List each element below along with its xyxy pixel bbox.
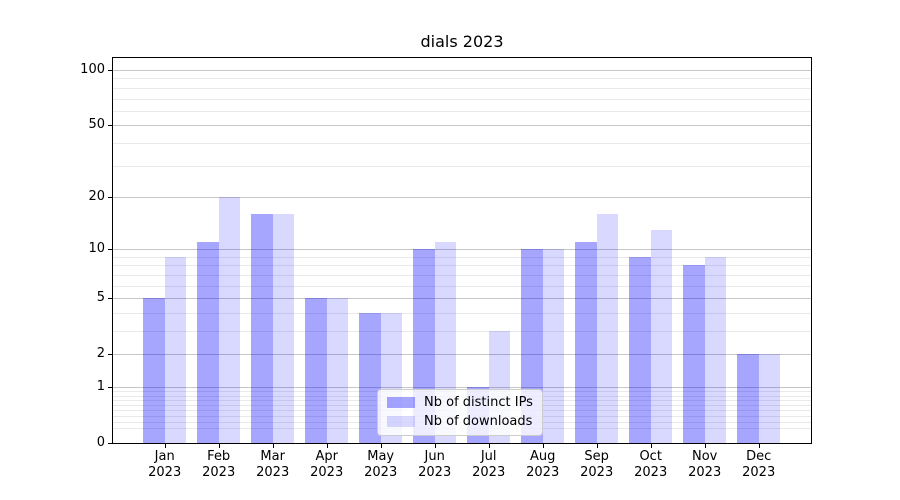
- gridline-major-5: [113, 298, 811, 300]
- x-tick-label-nov: Nov 2023: [688, 449, 722, 480]
- gridline-minor-6: [113, 285, 811, 287]
- legend-swatch-distinct-ips-icon: [387, 397, 415, 408]
- y-tick-label-50: 50: [88, 117, 105, 133]
- x-tick-label-sep: Sep 2023: [580, 449, 614, 480]
- x-tick-mark-sep: [596, 444, 598, 448]
- bar-ips-apr: [305, 298, 327, 443]
- legend-label-downloads: Nb of downloads: [424, 414, 533, 429]
- x-tick-label-jan: Jan 2023: [148, 449, 182, 480]
- gridline-minor-3: [113, 331, 811, 332]
- x-tick-label-aug: Aug 2023: [526, 449, 560, 480]
- y-tick-label-10: 10: [88, 241, 105, 257]
- x-tick-label-jul: Jul 2023: [472, 449, 506, 480]
- x-tick-mark-mar: [272, 444, 274, 448]
- y-tick-label-5: 5: [96, 290, 105, 306]
- y-tick-label-20: 20: [88, 188, 105, 204]
- gridline-minor-30: [113, 165, 811, 167]
- y-tick-label-1: 1: [96, 379, 105, 394]
- bar-downloads-dec: [758, 354, 781, 443]
- y-tick-mark-20: [108, 196, 112, 198]
- plot-area: Nb of distinct IPs Nb of downloads: [112, 57, 812, 444]
- y-tick-label-2: 2: [96, 346, 105, 362]
- bar-downloads-oct: [650, 229, 673, 443]
- bar-ips-jan: [143, 298, 165, 443]
- y-tick-mark-1: [108, 387, 112, 388]
- bar-ips-may: [359, 312, 381, 443]
- gridline-major-50: [113, 125, 811, 127]
- y-tick-mark-5: [108, 298, 112, 300]
- x-tick-mark-feb: [218, 444, 220, 448]
- x-tick-mark-aug: [542, 444, 544, 448]
- x-tick-mark-apr: [326, 444, 328, 448]
- y-tick-mark-10: [108, 249, 112, 251]
- y-tick-mark-50: [108, 125, 112, 127]
- bar-downloads-jan: [164, 256, 187, 443]
- x-tick-mark-jun: [434, 444, 436, 448]
- chart-title: dials 2023: [420, 32, 504, 51]
- legend-swatch-downloads-icon: [387, 416, 415, 427]
- gridline-minor-7: [113, 274, 811, 276]
- gridline-major-100: [113, 70, 811, 71]
- gridline-minor-8: [113, 265, 811, 267]
- y-tick-label-0: 0: [96, 435, 105, 450]
- gridline-minor-40: [113, 142, 811, 144]
- y-tick-mark-100: [108, 70, 112, 71]
- bar-downloads-sep: [596, 214, 619, 443]
- y-tick-label-100: 100: [80, 62, 105, 77]
- bar-ips-oct: [629, 256, 651, 443]
- bar-ips-dec: [737, 354, 759, 443]
- bar-ips-sep: [575, 242, 597, 443]
- bar-downloads-nov: [704, 256, 727, 443]
- bar-downloads-aug: [542, 249, 565, 443]
- bars-layer: [113, 58, 811, 443]
- legend-entry-downloads: Nb of downloads: [387, 414, 533, 429]
- x-tick-mark-dec: [758, 444, 760, 448]
- gridline-minor-60: [113, 110, 811, 112]
- x-tick-mark-nov: [704, 444, 706, 448]
- gridline-major-1: [113, 387, 811, 388]
- bar-downloads-apr: [326, 298, 349, 443]
- x-tick-label-apr: Apr 2023: [310, 449, 344, 480]
- x-tick-mark-jul: [488, 444, 490, 448]
- gridline-major-20: [113, 196, 811, 198]
- bar-ips-feb: [197, 242, 219, 443]
- gridline-minor-4: [113, 312, 811, 314]
- gridline-minor-9: [113, 256, 811, 258]
- bar-ips-nov: [683, 265, 705, 443]
- gridline-major-10: [113, 249, 811, 251]
- legend: Nb of distinct IPs Nb of downloads: [377, 389, 543, 436]
- gridline-minor-80: [113, 87, 811, 89]
- x-tick-mark-oct: [650, 444, 652, 448]
- legend-label-distinct-ips: Nb of distinct IPs: [424, 395, 533, 410]
- x-tick-label-feb: Feb 2023: [202, 449, 236, 480]
- x-tick-mark-may: [380, 444, 382, 448]
- x-tick-label-oct: Oct 2023: [634, 449, 668, 480]
- gridline-minor-90: [113, 78, 811, 80]
- x-tick-label-dec: Dec 2023: [742, 449, 776, 480]
- gridline-major-2: [113, 354, 811, 356]
- y-tick-mark-0: [108, 443, 112, 444]
- x-tick-label-jun: Jun 2023: [418, 449, 452, 480]
- x-tick-label-may: May 2023: [364, 449, 398, 480]
- x-tick-label-mar: Mar 2023: [256, 449, 290, 480]
- bar-downloads-mar: [272, 214, 295, 443]
- bar-downloads-feb: [218, 196, 241, 443]
- x-tick-mark-jan: [164, 444, 166, 448]
- y-tick-mark-2: [108, 354, 112, 356]
- bar-ips-mar: [251, 214, 273, 443]
- gridline-minor-70: [113, 98, 811, 100]
- legend-entry-distinct-ips: Nb of distinct IPs: [387, 395, 533, 410]
